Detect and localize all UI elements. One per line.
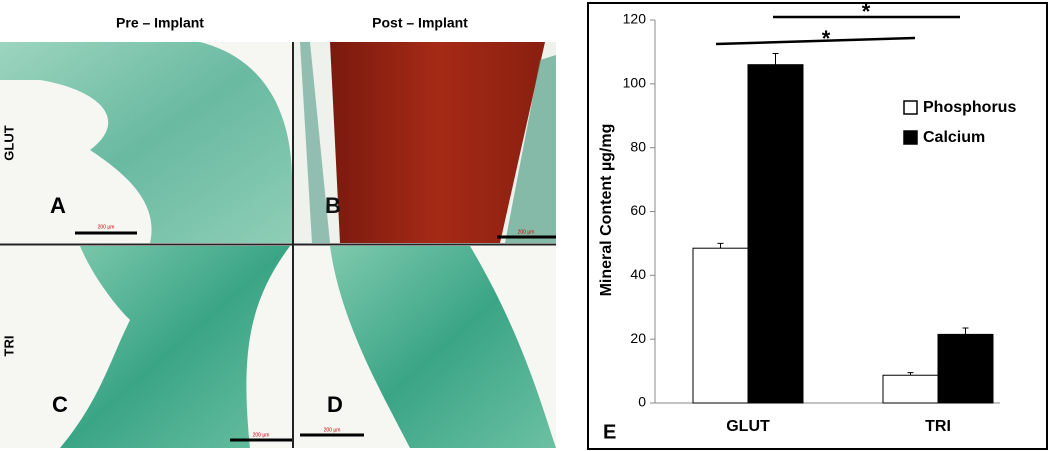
panel-label: E bbox=[603, 421, 616, 443]
chart-frame bbox=[587, 2, 1048, 450]
bar bbox=[937, 333, 994, 404]
scale-bar-label: 200 µm bbox=[518, 229, 535, 235]
panel-label: A bbox=[50, 193, 66, 218]
panel-b bbox=[294, 42, 556, 243]
bar bbox=[692, 247, 749, 404]
panel-c bbox=[0, 246, 292, 448]
y-tick-label: 60 bbox=[630, 202, 646, 218]
panel-label: B bbox=[325, 193, 341, 218]
legend-swatch bbox=[903, 130, 918, 145]
row-label: GLUT bbox=[1, 125, 16, 160]
y-tick-label: 40 bbox=[630, 266, 646, 282]
error-bar bbox=[907, 372, 914, 376]
row-label: TRI bbox=[1, 336, 16, 357]
y-tick-label: 100 bbox=[623, 75, 647, 91]
bar bbox=[747, 64, 804, 404]
y-axis-label: Mineral Content µg/mg bbox=[598, 124, 615, 297]
column-title: Pre – Implant bbox=[116, 15, 204, 31]
scale-bar-label: 200 µm bbox=[98, 224, 115, 230]
annotation: * bbox=[822, 26, 831, 51]
panel-a bbox=[0, 42, 292, 243]
legend-label: Phosphorus bbox=[923, 99, 1016, 116]
bar bbox=[882, 374, 939, 404]
y-tick-label: 80 bbox=[630, 138, 646, 154]
legend-swatch bbox=[903, 100, 918, 115]
error-bar bbox=[962, 327, 969, 335]
legend-label: Calcium bbox=[923, 129, 985, 146]
y-tick-label: 20 bbox=[630, 330, 646, 346]
y-tick-label: 0 bbox=[638, 394, 646, 410]
error-bar bbox=[772, 53, 779, 65]
column-title: Post – Implant bbox=[372, 15, 468, 31]
panel-d bbox=[294, 246, 556, 448]
panel-label: D bbox=[327, 392, 343, 417]
annotation: * bbox=[862, 0, 871, 24]
panel-label: C bbox=[52, 392, 68, 417]
chart: E Mineral Content µg/mg 0 20 40 60 80 100 120 G… bbox=[587, 0, 1048, 450]
scale-bar-label: 200 µm bbox=[253, 432, 270, 438]
y-tick-label: 120 bbox=[623, 11, 647, 27]
error-bar bbox=[717, 242, 724, 249]
x-tick-label: GLUT bbox=[726, 418, 770, 435]
x-tick-label: TRI bbox=[925, 418, 951, 435]
significance-line bbox=[715, 36, 916, 46]
scale-bar-label: 200 µm bbox=[324, 427, 341, 433]
